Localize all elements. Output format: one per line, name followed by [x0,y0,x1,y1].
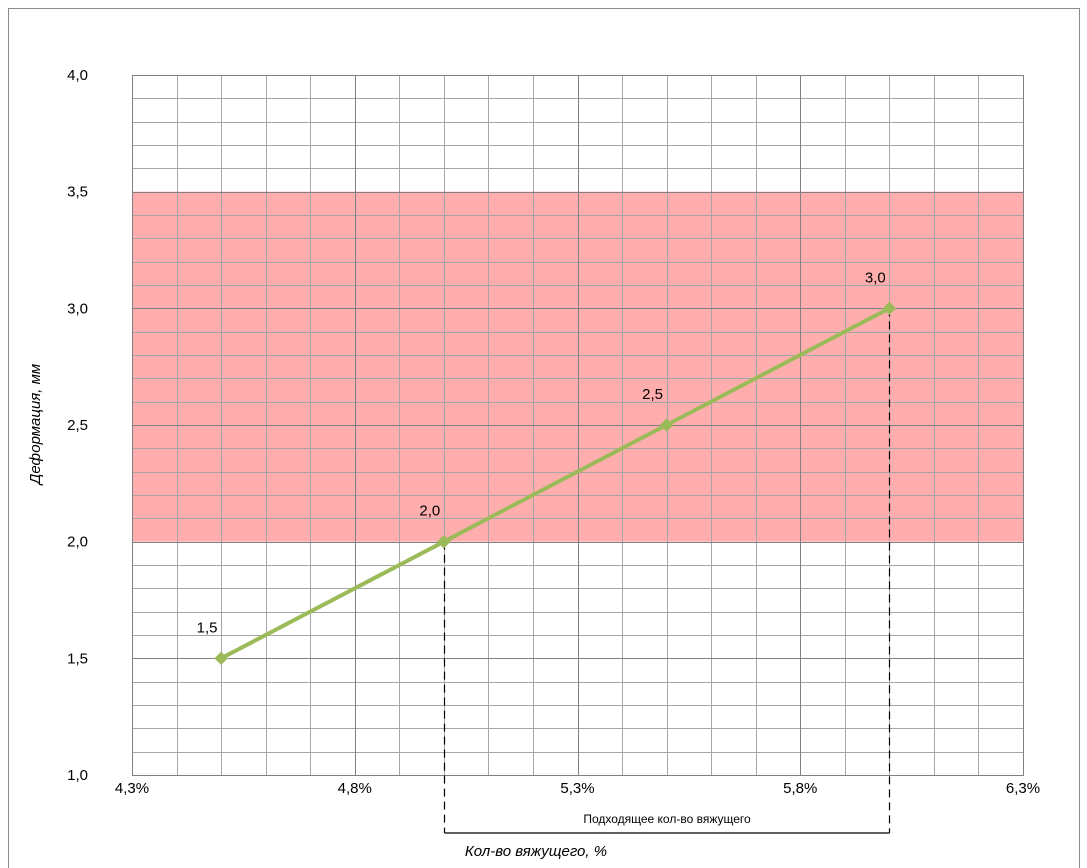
shaded-band [132,191,1023,542]
x-tick-label: 6,3% [1006,780,1040,797]
data-point [882,301,897,316]
plot-area-border [132,75,1024,776]
y-tick-label: 1,0 [67,767,88,784]
range-bracket-label: Подходящее кол-во вяжущего [583,812,751,826]
y-tick-label: 2,5 [67,417,88,434]
data-label: 1,5 [197,619,218,636]
y-tick-label: 2,0 [67,534,88,551]
data-point [659,418,674,432]
x-tick-label: 5,3% [560,780,594,797]
data-label: 3,0 [865,269,886,286]
y-tick-label: 3,0 [67,300,88,317]
x-tick-label: 4,8% [338,780,372,797]
data-label: 2,5 [642,386,663,403]
data-point [214,651,228,666]
y-axis-title: Деформация, мм [27,364,44,486]
x-axis-title: Кол-во вяжущего, % [465,843,607,860]
y-tick-label: 3,5 [67,184,88,201]
y-tick-label: 1,5 [67,650,88,667]
data-point [437,534,451,549]
series-line [220,306,891,661]
data-label: 2,0 [419,503,440,520]
x-tick-label: 5,8% [783,780,817,797]
y-tick-label: 4,0 [67,67,88,84]
x-tick-label: 4,3% [115,780,149,797]
